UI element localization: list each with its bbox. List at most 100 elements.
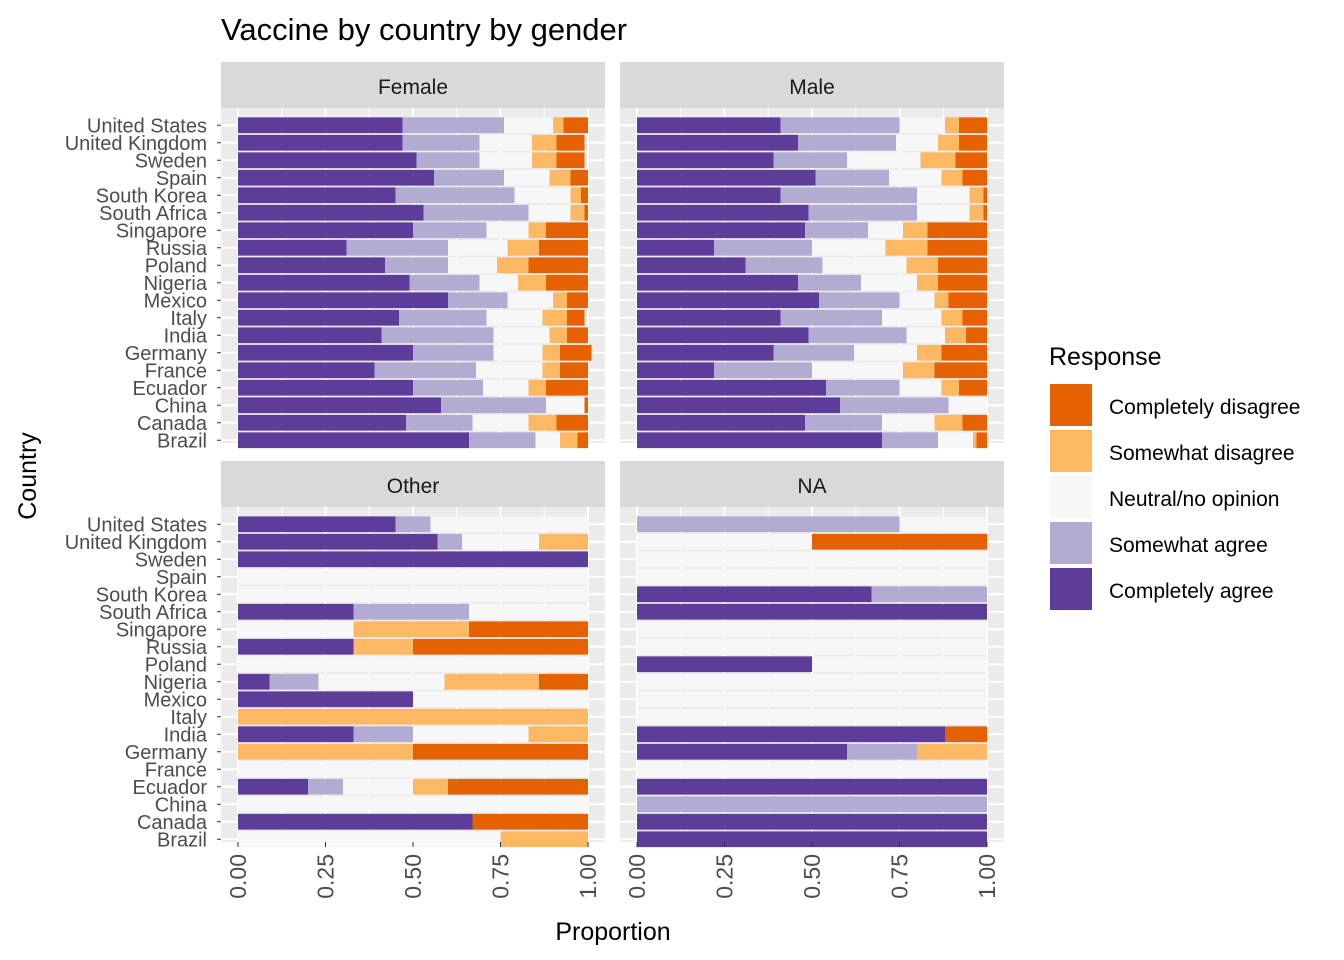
bar-segment-somewhat-disagree <box>542 309 567 326</box>
y-tick-label: Spain <box>156 567 207 589</box>
legend-items: Completely disagree Somewhat disagree Neut… <box>1048 382 1300 612</box>
bar-segment-completely-disagree <box>539 673 588 690</box>
bar-segment-somewhat-agree <box>745 257 823 274</box>
bar-segment-somewhat-disagree <box>570 204 585 221</box>
facet-panel-male: Male <box>620 62 1004 449</box>
bar-segment-neutral-no-opinion <box>899 516 987 533</box>
bar-segment-somewhat-agree <box>805 222 868 239</box>
bar-segment-somewhat-disagree <box>885 239 928 256</box>
bar-segment-neutral-no-opinion <box>899 117 945 134</box>
bar-segment-somewhat-agree <box>808 327 907 344</box>
y-tick-label: Germany <box>125 343 207 365</box>
bar-segment-neutral-no-opinion <box>899 292 935 309</box>
bar-segment-completely-disagree <box>938 257 987 274</box>
bar-segment-neutral-no-opinion <box>504 169 550 186</box>
bar-segment-completely-agree <box>238 327 382 344</box>
bar-segment-somewhat-disagree <box>941 309 963 326</box>
bar-segment-neutral-no-opinion <box>889 169 942 186</box>
y-tick-label: Singapore <box>116 220 207 242</box>
bar-segment-completely-agree <box>238 344 413 361</box>
y-tick-label: Poland <box>145 255 207 277</box>
bar-segment-somewhat-agree <box>448 292 508 309</box>
bar-segment-completely-agree <box>637 309 781 326</box>
x-tick-label: 0.00 <box>624 854 650 899</box>
y-tick-label: United Kingdom <box>65 133 207 155</box>
bar-segment-somewhat-disagree <box>945 117 959 134</box>
bars <box>637 516 987 848</box>
bar-segment-somewhat-disagree <box>560 432 578 449</box>
bar-segment-completely-agree <box>637 117 781 134</box>
facet-strip <box>620 62 1004 108</box>
bar-segment-somewhat-disagree <box>941 379 959 396</box>
bar-segment-neutral-no-opinion <box>469 603 588 620</box>
bars <box>637 117 987 449</box>
bar-segment-completely-agree <box>637 726 945 743</box>
bar-segment-completely-agree <box>637 603 987 620</box>
bar-segment-neutral-no-opinion <box>637 708 987 725</box>
bar-segment-completely-agree <box>238 726 354 743</box>
bar-segment-neutral-no-opinion <box>486 222 529 239</box>
bar-segment-completely-disagree <box>962 309 987 326</box>
bar-segment-completely-agree <box>637 239 714 256</box>
bar-segment-somewhat-disagree <box>934 414 963 431</box>
y-tick-label: Canada <box>137 413 208 435</box>
bar-segment-somewhat-agree <box>815 169 889 186</box>
bar-segment-neutral-no-opinion <box>847 152 921 169</box>
y-tick-label: France <box>145 360 207 382</box>
bar-segment-somewhat-disagree <box>238 708 588 725</box>
x-tick-label: 1.00 <box>575 854 601 899</box>
x-axis-tick-labels: 0.00 0.25 0.50 0.75 1.00 <box>624 842 1000 899</box>
bar-segment-somewhat-disagree <box>413 778 448 795</box>
bar-segment-somewhat-agree <box>353 603 469 620</box>
bar-segment-somewhat-agree <box>780 187 917 204</box>
bar-segment-completely-agree <box>637 222 805 239</box>
bar-segment-somewhat-disagree <box>532 152 557 169</box>
bar-segment-somewhat-agree <box>847 743 917 760</box>
legend-swatch <box>1048 428 1094 474</box>
y-tick-label: Sweden <box>135 549 207 571</box>
bar-segment-completely-agree <box>637 813 987 830</box>
legend-swatch <box>1048 566 1094 612</box>
bar-segment-completely-agree <box>238 516 396 533</box>
bar-segment-completely-agree <box>637 169 816 186</box>
bar-segment-somewhat-disagree <box>353 638 413 655</box>
bar-segment-somewhat-agree <box>714 362 812 379</box>
bar-segment-neutral-no-opinion <box>637 673 987 690</box>
bar-segment-somewhat-agree <box>353 726 413 743</box>
bar-segment-completely-agree <box>238 257 385 274</box>
y-axis-label: Country <box>14 432 42 520</box>
bar-segment-somewhat-disagree <box>542 344 560 361</box>
bar-segment-somewhat-agree <box>406 414 473 431</box>
bar-segment-completely-agree <box>238 169 434 186</box>
bar-segment-completely-disagree <box>976 432 987 449</box>
bar-segment-completely-agree <box>238 309 399 326</box>
bar-segment-completely-disagree <box>546 274 588 291</box>
bar-segment-somewhat-agree <box>798 134 896 151</box>
bar-segment-completely-disagree <box>955 152 987 169</box>
bar-segment-completely-agree <box>238 673 270 690</box>
bar-segment-completely-disagree <box>927 222 987 239</box>
bar-segment-neutral-no-opinion <box>637 761 987 778</box>
bar-segment-somewhat-agree <box>395 187 515 204</box>
bars <box>238 516 588 848</box>
bar-segment-somewhat-disagree <box>906 257 938 274</box>
bar-segment-somewhat-agree <box>773 152 847 169</box>
bar-segment-somewhat-agree <box>409 274 480 291</box>
bar-segment-neutral-no-opinion <box>822 257 907 274</box>
bar-segment-completely-disagree <box>469 621 588 638</box>
y-tick-label: Ecuador <box>133 777 208 799</box>
legend-item: Neutral/no opinion <box>1048 474 1279 520</box>
bar-segment-completely-disagree <box>560 344 592 361</box>
facet-strip <box>221 62 605 108</box>
bar-segment-somewhat-disagree <box>917 743 987 760</box>
x-tick-label: 0.25 <box>712 854 738 899</box>
legend-swatch <box>1048 520 1094 566</box>
bar-segment-completely-disagree <box>938 274 987 291</box>
bar-segment-completely-disagree <box>556 134 585 151</box>
y-tick-label: India <box>164 724 208 746</box>
bar-segment-neutral-no-opinion <box>238 796 588 813</box>
bar-segment-neutral-no-opinion <box>917 187 970 204</box>
bar-segment-completely-disagree <box>556 152 585 169</box>
bar-segment-neutral-no-opinion <box>507 292 553 309</box>
